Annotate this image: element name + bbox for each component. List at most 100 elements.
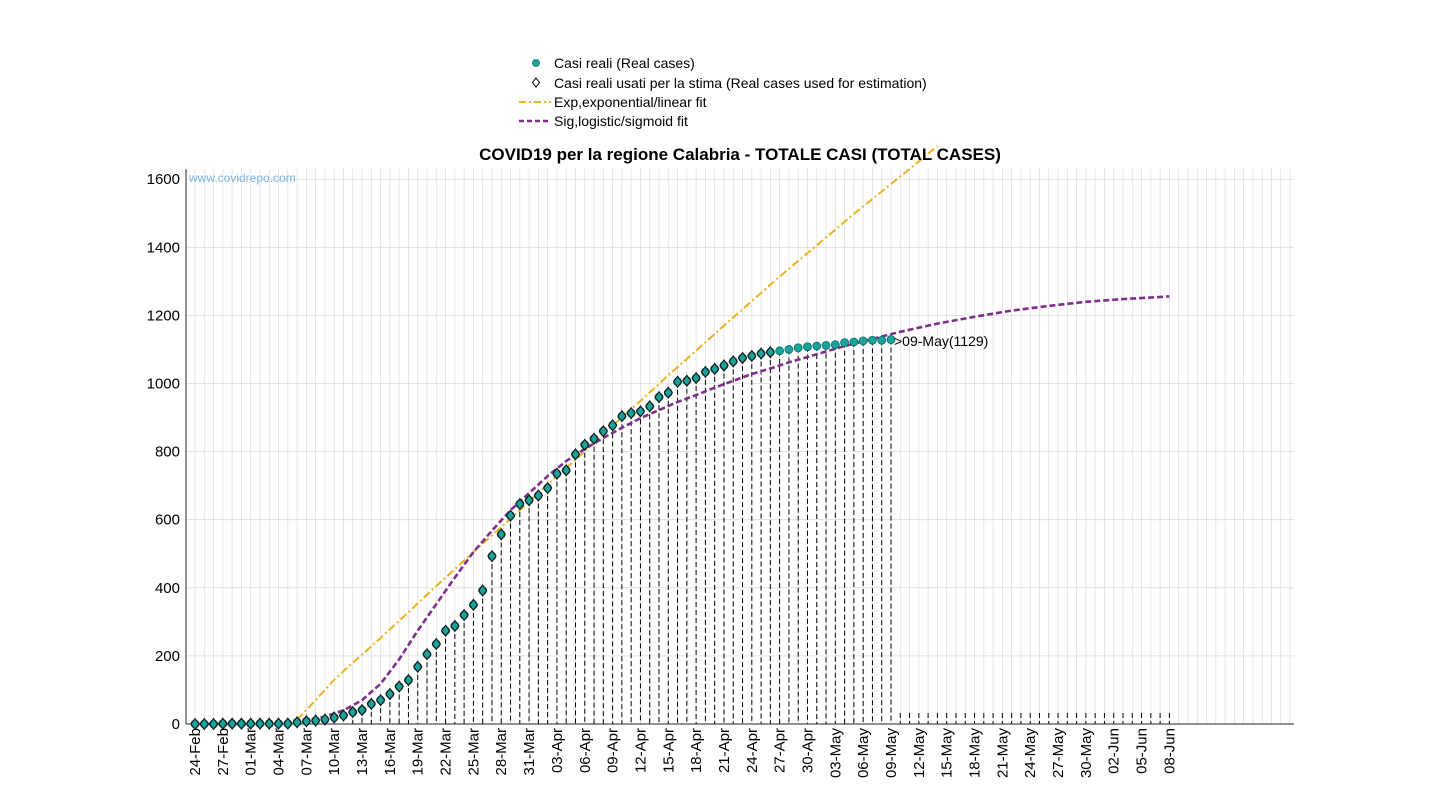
point-real-case bbox=[868, 335, 877, 345]
x-tick-label: 18-May bbox=[967, 728, 984, 779]
watermark: www.covidrepo.com bbox=[188, 171, 296, 185]
point-real-case bbox=[459, 610, 469, 620]
point-used-case bbox=[283, 717, 293, 731]
x-tick-label: 22-Mar bbox=[438, 728, 455, 776]
point-real-case bbox=[376, 695, 386, 705]
point-real-case bbox=[747, 351, 757, 361]
x-tick-label: 27-Feb bbox=[215, 728, 232, 776]
x-tick-label: 06-Apr bbox=[577, 728, 594, 773]
point-real-case bbox=[301, 716, 311, 726]
point-real-case bbox=[366, 699, 376, 709]
point-used-case bbox=[691, 371, 701, 385]
point-real-case bbox=[496, 529, 506, 539]
point-real-case bbox=[561, 465, 571, 475]
legend-label-real: Casi reali (Real cases) bbox=[554, 55, 695, 71]
point-real-case bbox=[357, 705, 367, 715]
legend-label-sig: Sig,logistic/sigmoid fit bbox=[554, 113, 688, 129]
point-used-case bbox=[255, 717, 265, 731]
point-used-case bbox=[635, 405, 646, 418]
point-real-case bbox=[209, 719, 218, 729]
point-used-case bbox=[524, 493, 534, 507]
point-used-case bbox=[301, 714, 311, 728]
point-used-case bbox=[626, 406, 636, 420]
point-real-case bbox=[756, 349, 766, 358]
point-used-case bbox=[236, 717, 247, 731]
point-used-case bbox=[543, 481, 553, 495]
x-tick-label: 18-Apr bbox=[688, 728, 705, 773]
point-real-case bbox=[385, 689, 395, 699]
point-real-case bbox=[710, 364, 720, 374]
last-value-annotation: >09-May(1129) bbox=[894, 333, 988, 349]
x-tick-label: 15-Apr bbox=[660, 728, 677, 773]
point-used-case bbox=[756, 347, 766, 360]
point-used-case bbox=[199, 717, 209, 731]
point-real-case bbox=[840, 338, 849, 348]
point-real-case bbox=[348, 707, 358, 717]
y-tick-labels: 0 200 400 600 800 1000 1200 1400 1600 bbox=[147, 171, 180, 733]
chart-title: COVID19 per la regione Calabria - TOTALE… bbox=[479, 145, 1001, 164]
x-tick-label: 15-May bbox=[939, 728, 956, 779]
point-used-case bbox=[654, 390, 664, 404]
legend-marker-real bbox=[532, 59, 540, 67]
point-used-case bbox=[320, 713, 330, 726]
y-tick-label: 800 bbox=[155, 444, 180, 461]
point-used-case bbox=[385, 687, 395, 701]
point-real-case bbox=[283, 719, 293, 729]
y-tick-label: 0 bbox=[172, 716, 180, 733]
point-real-case bbox=[682, 376, 692, 386]
x-tick-label: 04-Mar bbox=[271, 728, 288, 776]
point-real-case bbox=[227, 719, 237, 729]
point-real-case bbox=[413, 662, 423, 672]
point-real-case bbox=[515, 499, 525, 509]
point-used-case bbox=[765, 345, 775, 359]
legend-label-used: Casi reali usati per la stima (Real case… bbox=[554, 75, 927, 91]
point-real-case bbox=[199, 719, 209, 729]
point-used-case bbox=[645, 399, 655, 413]
point-real-case bbox=[246, 719, 256, 729]
point-real-case bbox=[311, 716, 321, 725]
point-used-case bbox=[496, 527, 506, 541]
point-used-case bbox=[672, 375, 683, 389]
point-real-case bbox=[663, 388, 673, 398]
point-used-case bbox=[663, 386, 673, 400]
x-tick-label: 01-Mar bbox=[243, 728, 260, 776]
x-tick-label: 28-Mar bbox=[493, 728, 510, 776]
point-used-case bbox=[468, 598, 479, 612]
x-tick-label: 03-Apr bbox=[549, 728, 566, 773]
point-used-case bbox=[227, 717, 237, 731]
point-used-case bbox=[273, 717, 284, 731]
point-real-case bbox=[728, 356, 738, 366]
point-used-case bbox=[246, 717, 256, 731]
point-used-case bbox=[570, 447, 581, 461]
point-real-case bbox=[487, 551, 497, 561]
x-tick-label: 09-May bbox=[883, 728, 900, 779]
point-real-case bbox=[552, 469, 562, 479]
x-tick-label: 27-Apr bbox=[772, 728, 789, 773]
y-tick-label: 1400 bbox=[147, 239, 180, 256]
x-tick-label: 24-Feb bbox=[187, 728, 204, 776]
axes bbox=[185, 169, 1294, 725]
point-real-case bbox=[339, 711, 348, 720]
point-real-case bbox=[264, 719, 274, 729]
x-tick-label: 12-May bbox=[911, 728, 928, 779]
point-real-case bbox=[292, 717, 302, 727]
point-real-case bbox=[218, 719, 228, 729]
point-real-case bbox=[877, 335, 887, 345]
x-tick-label: 27-May bbox=[1050, 728, 1067, 779]
x-tick-label: 16-Mar bbox=[382, 728, 399, 776]
point-real-case bbox=[812, 341, 822, 351]
point-real-case bbox=[617, 411, 627, 421]
point-used-case bbox=[552, 467, 562, 481]
point-real-case bbox=[598, 426, 608, 436]
point-used-case bbox=[515, 497, 525, 511]
drop-lines bbox=[222, 339, 1170, 724]
point-real-case bbox=[858, 336, 868, 346]
point-used-case bbox=[329, 711, 339, 724]
x-tick-label: 31-Mar bbox=[521, 728, 538, 776]
point-used-case bbox=[403, 673, 414, 687]
x-tick-label: 12-Apr bbox=[632, 728, 649, 773]
point-real-case bbox=[738, 353, 747, 363]
point-used-case bbox=[413, 660, 423, 674]
point-real-case bbox=[524, 495, 534, 505]
point-real-case bbox=[821, 340, 831, 350]
